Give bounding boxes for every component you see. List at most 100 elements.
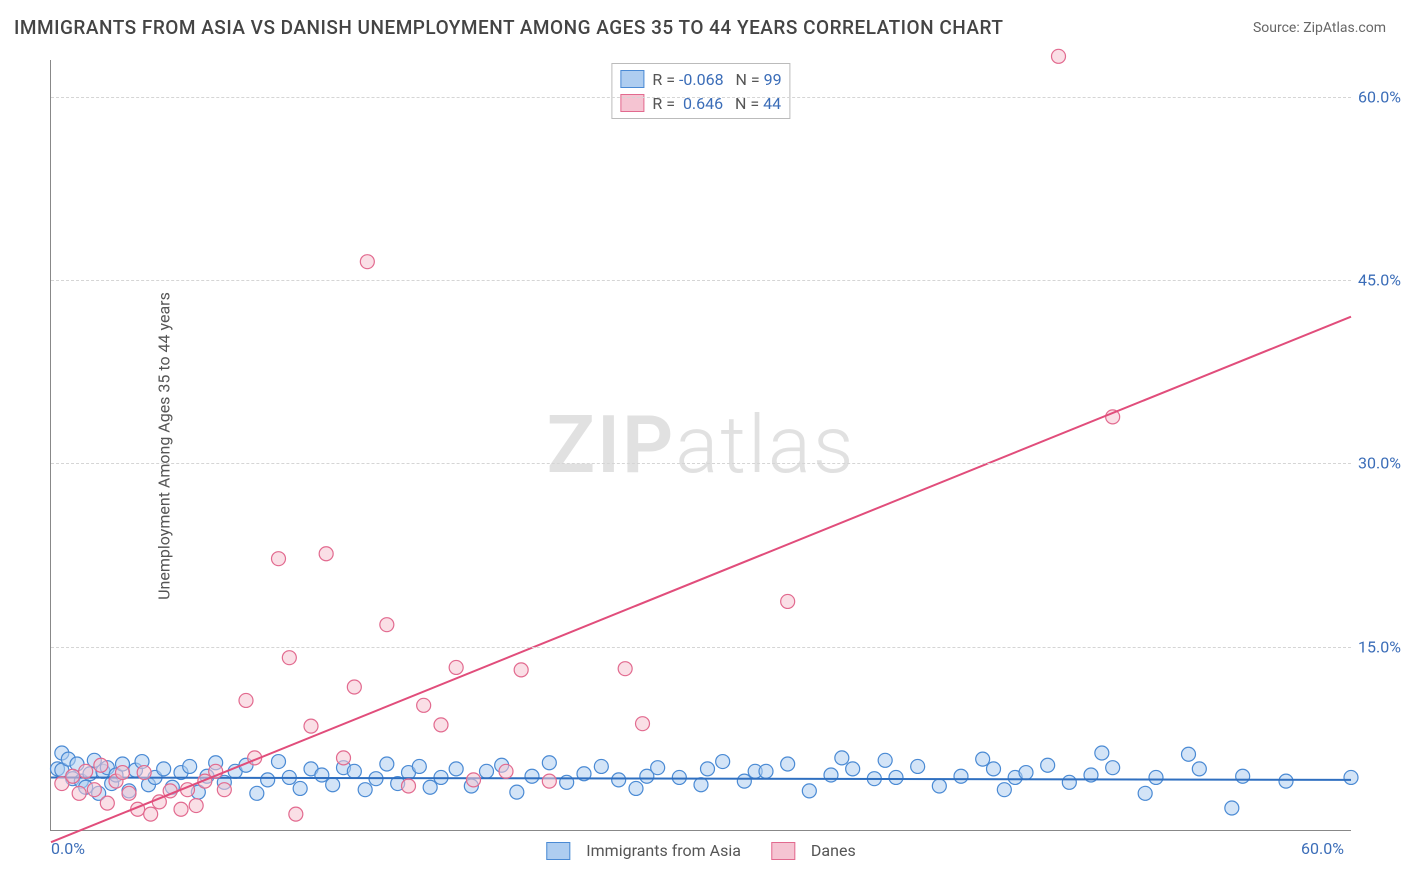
point-danes (499, 764, 513, 778)
point-danes (66, 769, 80, 783)
point-asia (358, 783, 372, 797)
point-danes (217, 783, 231, 797)
point-asia (412, 759, 426, 773)
point-danes (100, 796, 114, 810)
point-danes (87, 783, 101, 797)
point-asia (1236, 769, 1250, 783)
y-tick-label: 60.0% (1358, 87, 1406, 106)
y-tick-label: 15.0% (1358, 637, 1406, 656)
point-asia (987, 762, 1001, 776)
point-asia (1149, 770, 1163, 784)
point-asia (542, 756, 556, 770)
point-danes (79, 764, 93, 778)
point-asia (250, 786, 264, 800)
point-asia (846, 762, 860, 776)
point-danes (514, 663, 528, 677)
point-asia (480, 764, 494, 778)
point-asia (1279, 774, 1293, 788)
point-asia (1062, 775, 1076, 789)
source-link[interactable]: ZipAtlas.com (1303, 20, 1386, 36)
point-asia (315, 768, 329, 782)
point-asia (737, 774, 751, 788)
point-danes (402, 779, 416, 793)
point-danes (239, 693, 253, 707)
point-danes (319, 547, 333, 561)
point-asia (183, 759, 197, 773)
gridline-h (51, 647, 1351, 648)
x-tick-label: 0.0% (51, 839, 85, 858)
point-danes (304, 719, 318, 733)
point-danes (289, 807, 303, 821)
point-danes (189, 799, 203, 813)
legend-label: Danes (811, 841, 856, 860)
point-asia (1138, 786, 1152, 800)
point-asia (802, 784, 816, 798)
legend-swatch-asia (546, 842, 570, 860)
legend-swatch-danes (771, 842, 795, 860)
legend-bottom: Immigrants from Asia Danes (546, 841, 855, 860)
gridline-h (51, 463, 1351, 464)
x-tick-label: 60.0% (1301, 839, 1344, 858)
point-danes (272, 552, 286, 566)
point-danes (781, 594, 795, 608)
point-asia (612, 773, 626, 787)
point-asia (716, 755, 730, 769)
point-danes (282, 651, 296, 665)
point-asia (997, 783, 1011, 797)
point-asia (1019, 766, 1033, 780)
point-asia (594, 759, 608, 773)
point-asia (835, 751, 849, 765)
point-asia (261, 773, 275, 787)
point-danes (1052, 49, 1066, 63)
point-asia (694, 778, 708, 792)
point-danes (347, 680, 361, 694)
point-danes (94, 758, 108, 772)
point-asia (932, 779, 946, 793)
chart-svg (51, 60, 1351, 830)
legend-item-asia: Immigrants from Asia (546, 841, 741, 860)
point-asia (976, 752, 990, 766)
point-asia (1106, 761, 1120, 775)
point-danes (137, 766, 151, 780)
point-asia (293, 781, 307, 795)
y-tick-label: 30.0% (1358, 454, 1406, 473)
point-asia (157, 762, 171, 776)
point-asia (701, 762, 715, 776)
point-danes (360, 255, 374, 269)
point-asia (1095, 746, 1109, 760)
point-danes (116, 766, 130, 780)
y-tick-label: 45.0% (1358, 271, 1406, 290)
point-asia (1344, 770, 1358, 784)
point-asia (889, 770, 903, 784)
point-danes (467, 773, 481, 787)
source-attribution: Source: ZipAtlas.com (1253, 20, 1386, 36)
point-asia (326, 778, 340, 792)
source-label: Source: (1253, 20, 1300, 36)
point-asia (1041, 758, 1055, 772)
point-asia (954, 769, 968, 783)
point-danes (449, 660, 463, 674)
point-asia (449, 762, 463, 776)
legend-label: Immigrants from Asia (586, 841, 741, 860)
point-asia (1182, 747, 1196, 761)
point-asia (672, 770, 686, 784)
point-asia (651, 761, 665, 775)
point-asia (347, 764, 361, 778)
point-danes (636, 717, 650, 731)
point-asia (525, 769, 539, 783)
point-danes (122, 786, 136, 800)
point-danes (144, 807, 158, 821)
point-danes (417, 698, 431, 712)
gridline-h (51, 280, 1351, 281)
point-danes (380, 618, 394, 632)
point-asia (759, 764, 773, 778)
point-danes (434, 718, 448, 732)
chart-title: IMMIGRANTS FROM ASIA VS DANISH UNEMPLOYM… (14, 16, 1003, 39)
point-asia (272, 755, 286, 769)
point-asia (423, 780, 437, 794)
point-asia (1192, 762, 1206, 776)
point-danes (174, 802, 188, 816)
gridline-h (51, 97, 1351, 98)
plot-area: ZIPatlas R = -0.068 N = 99R = 0.646 N = … (50, 60, 1351, 831)
point-asia (629, 781, 643, 795)
